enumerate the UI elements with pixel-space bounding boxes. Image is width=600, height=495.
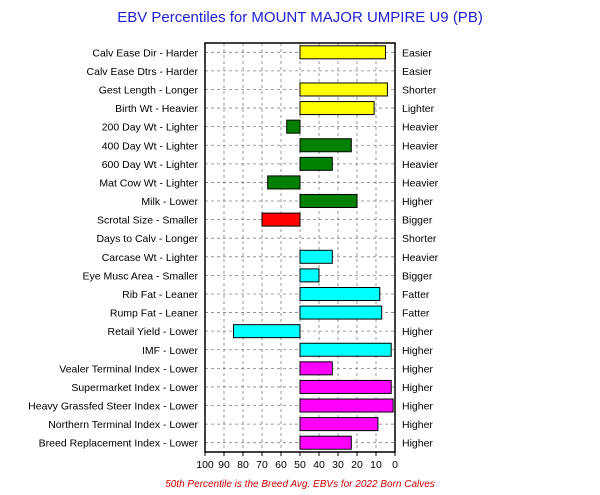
x-tick-label: 100 xyxy=(196,459,214,471)
row-label-left: IMF - Lower xyxy=(142,345,199,357)
row-label-right: Heavier xyxy=(402,177,439,189)
row-label-right: Higher xyxy=(402,363,433,375)
x-tick-label: 20 xyxy=(351,459,363,471)
row-label-right: Bigger xyxy=(402,270,433,282)
row-label-right: Higher xyxy=(402,401,433,413)
x-tick-label: 30 xyxy=(332,459,344,471)
row-label-left: Rib Fat - Leaner xyxy=(122,289,198,301)
bar xyxy=(299,361,333,376)
row-label-right: Heavier xyxy=(402,159,439,171)
row-label-left: Milk - Lower xyxy=(141,196,198,208)
row-label-left: Supermarket Index - Lower xyxy=(71,382,198,394)
bar xyxy=(299,379,392,394)
row-label-right: Shorter xyxy=(402,233,437,245)
row-label-left: Rump Fat - Leaner xyxy=(110,308,199,320)
x-tick-label: 90 xyxy=(218,459,230,471)
row-label-right: Higher xyxy=(402,326,433,338)
row-label-left: Birth Wt - Heavier xyxy=(115,103,198,115)
x-tick-label: 70 xyxy=(256,459,268,471)
footnote: 50th Percentile is the Breed Avg. EBVs f… xyxy=(165,479,435,490)
row-label-left: Days to Calv - Longer xyxy=(96,233,198,245)
bar xyxy=(299,268,320,283)
bar xyxy=(299,101,375,116)
row-label-right: Easier xyxy=(402,47,432,59)
bar xyxy=(299,305,383,320)
row-label-left: 600 Day Wt - Lighter xyxy=(102,159,199,171)
bars xyxy=(233,45,394,450)
x-tick-label: 40 xyxy=(313,459,325,471)
row-label-right: Shorter xyxy=(402,84,437,96)
bar xyxy=(299,398,394,413)
row-label-right: Heavier xyxy=(402,122,439,134)
row-label-right: Higher xyxy=(402,419,433,431)
row-label-left: Gest Length - Longer xyxy=(99,84,199,96)
x-tick-label: 80 xyxy=(237,459,249,471)
row-label-right: Higher xyxy=(402,382,433,394)
x-tick-label: 0 xyxy=(392,459,398,471)
row-label-left: Heavy Grassfed Steer Index - Lower xyxy=(28,401,198,413)
row-label-left: Calv Ease Dtrs - Harder xyxy=(87,66,199,78)
row-label-right: Heavier xyxy=(402,140,439,152)
x-axis-ticks: 100 90 80 70 60 50 40 30 20 10 0 xyxy=(196,452,398,471)
x-tick-label: 10 xyxy=(370,459,382,471)
bar xyxy=(299,45,386,60)
row-label-left: Retail Yield - Lower xyxy=(108,326,199,338)
row-label-left: Northern Terminal Index - Lower xyxy=(48,419,198,431)
row-label-right: Lighter xyxy=(402,103,435,115)
bar xyxy=(299,194,358,209)
row-label-right: Fatter xyxy=(402,289,430,301)
row-label-left: Vealer Terminal Index - Lower xyxy=(59,363,198,375)
row-label-left: Breed Replacement Index - Lower xyxy=(39,438,199,450)
bar xyxy=(299,342,392,357)
bar xyxy=(299,435,352,450)
bar xyxy=(299,82,388,97)
row-label-left: Calv Ease Dir - Harder xyxy=(92,47,198,59)
bar xyxy=(299,138,352,153)
row-label-left: 200 Day Wt - Lighter xyxy=(102,122,199,134)
row-label-right: Bigger xyxy=(402,215,433,227)
bar xyxy=(299,417,379,432)
bar xyxy=(286,119,301,134)
row-label-right: Higher xyxy=(402,438,433,450)
bar xyxy=(267,175,301,190)
row-label-right: Fatter xyxy=(402,308,430,320)
x-tick-label: 50 xyxy=(294,459,306,471)
bar xyxy=(261,212,301,227)
row-label-right: Higher xyxy=(402,196,433,208)
row-label-left: Carcase Wt - Lighter xyxy=(102,252,199,264)
row-label-right: Heavier xyxy=(402,252,439,264)
row-label-right: Easier xyxy=(402,66,432,78)
row-label-left: Mat Cow Wt - Lighter xyxy=(99,177,198,189)
bar xyxy=(299,286,381,301)
row-label-left: Eye Musc Area - Smaller xyxy=(82,270,198,282)
row-labels: Calv Ease Dir - Harder Easier Calv Ease Dt… xyxy=(28,47,439,449)
bar xyxy=(299,249,333,264)
row-label-left: 400 Day Wt - Lighter xyxy=(102,140,199,152)
bar xyxy=(233,324,301,339)
x-tick-label: 60 xyxy=(275,459,287,471)
row-label-right: Higher xyxy=(402,345,433,357)
row-label-left: Scrotal Size - Smaller xyxy=(97,215,198,227)
bar xyxy=(299,156,333,171)
chart-title: EBV Percentiles for MOUNT MAJOR UMPIRE U… xyxy=(117,9,483,26)
